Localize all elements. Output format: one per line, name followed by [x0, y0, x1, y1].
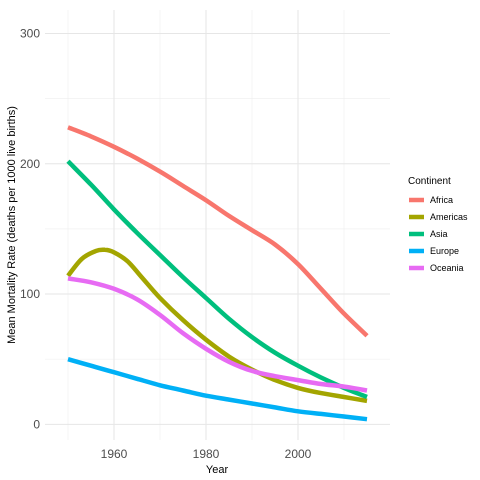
- legend: Continent Africa Americas Asia Europe Oceani…: [408, 176, 468, 273]
- x-axis-tick-labels: 1960 1980 2000: [101, 447, 312, 461]
- legend-label-africa: Africa: [430, 195, 453, 205]
- legend-label-oceania: Oceania: [430, 263, 464, 273]
- series-line-americas: [66, 247, 368, 404]
- y-axis-title: Mean Mortality Rate (deaths per 1000 liv…: [6, 106, 18, 344]
- series-line-asia: [66, 159, 368, 400]
- legend-label-asia: Asia: [430, 229, 448, 239]
- y-axis-tick-labels: 0 100 200 300: [20, 26, 40, 431]
- major-gridlines: [45, 10, 390, 440]
- y-tick-label: 300: [20, 26, 40, 40]
- y-tick-label: 0: [33, 417, 40, 431]
- series-line-europe: [67, 357, 368, 422]
- series-line-africa: [67, 125, 369, 338]
- x-tick-label: 2000: [285, 447, 312, 461]
- y-tick-label: 200: [20, 157, 40, 171]
- legend-items: Africa Americas Asia Europe Oceania: [409, 195, 468, 273]
- minor-gridlines: [45, 10, 390, 440]
- x-tick-label: 1980: [193, 447, 220, 461]
- series-lines: [66, 125, 369, 422]
- x-axis-title: Year: [206, 464, 229, 476]
- y-tick-label: 100: [20, 287, 40, 301]
- legend-label-europe: Europe: [430, 246, 459, 256]
- series-line-oceania: [67, 276, 368, 393]
- legend-label-americas: Americas: [430, 212, 468, 222]
- legend-title: Continent: [408, 176, 451, 187]
- x-tick-label: 1960: [101, 447, 128, 461]
